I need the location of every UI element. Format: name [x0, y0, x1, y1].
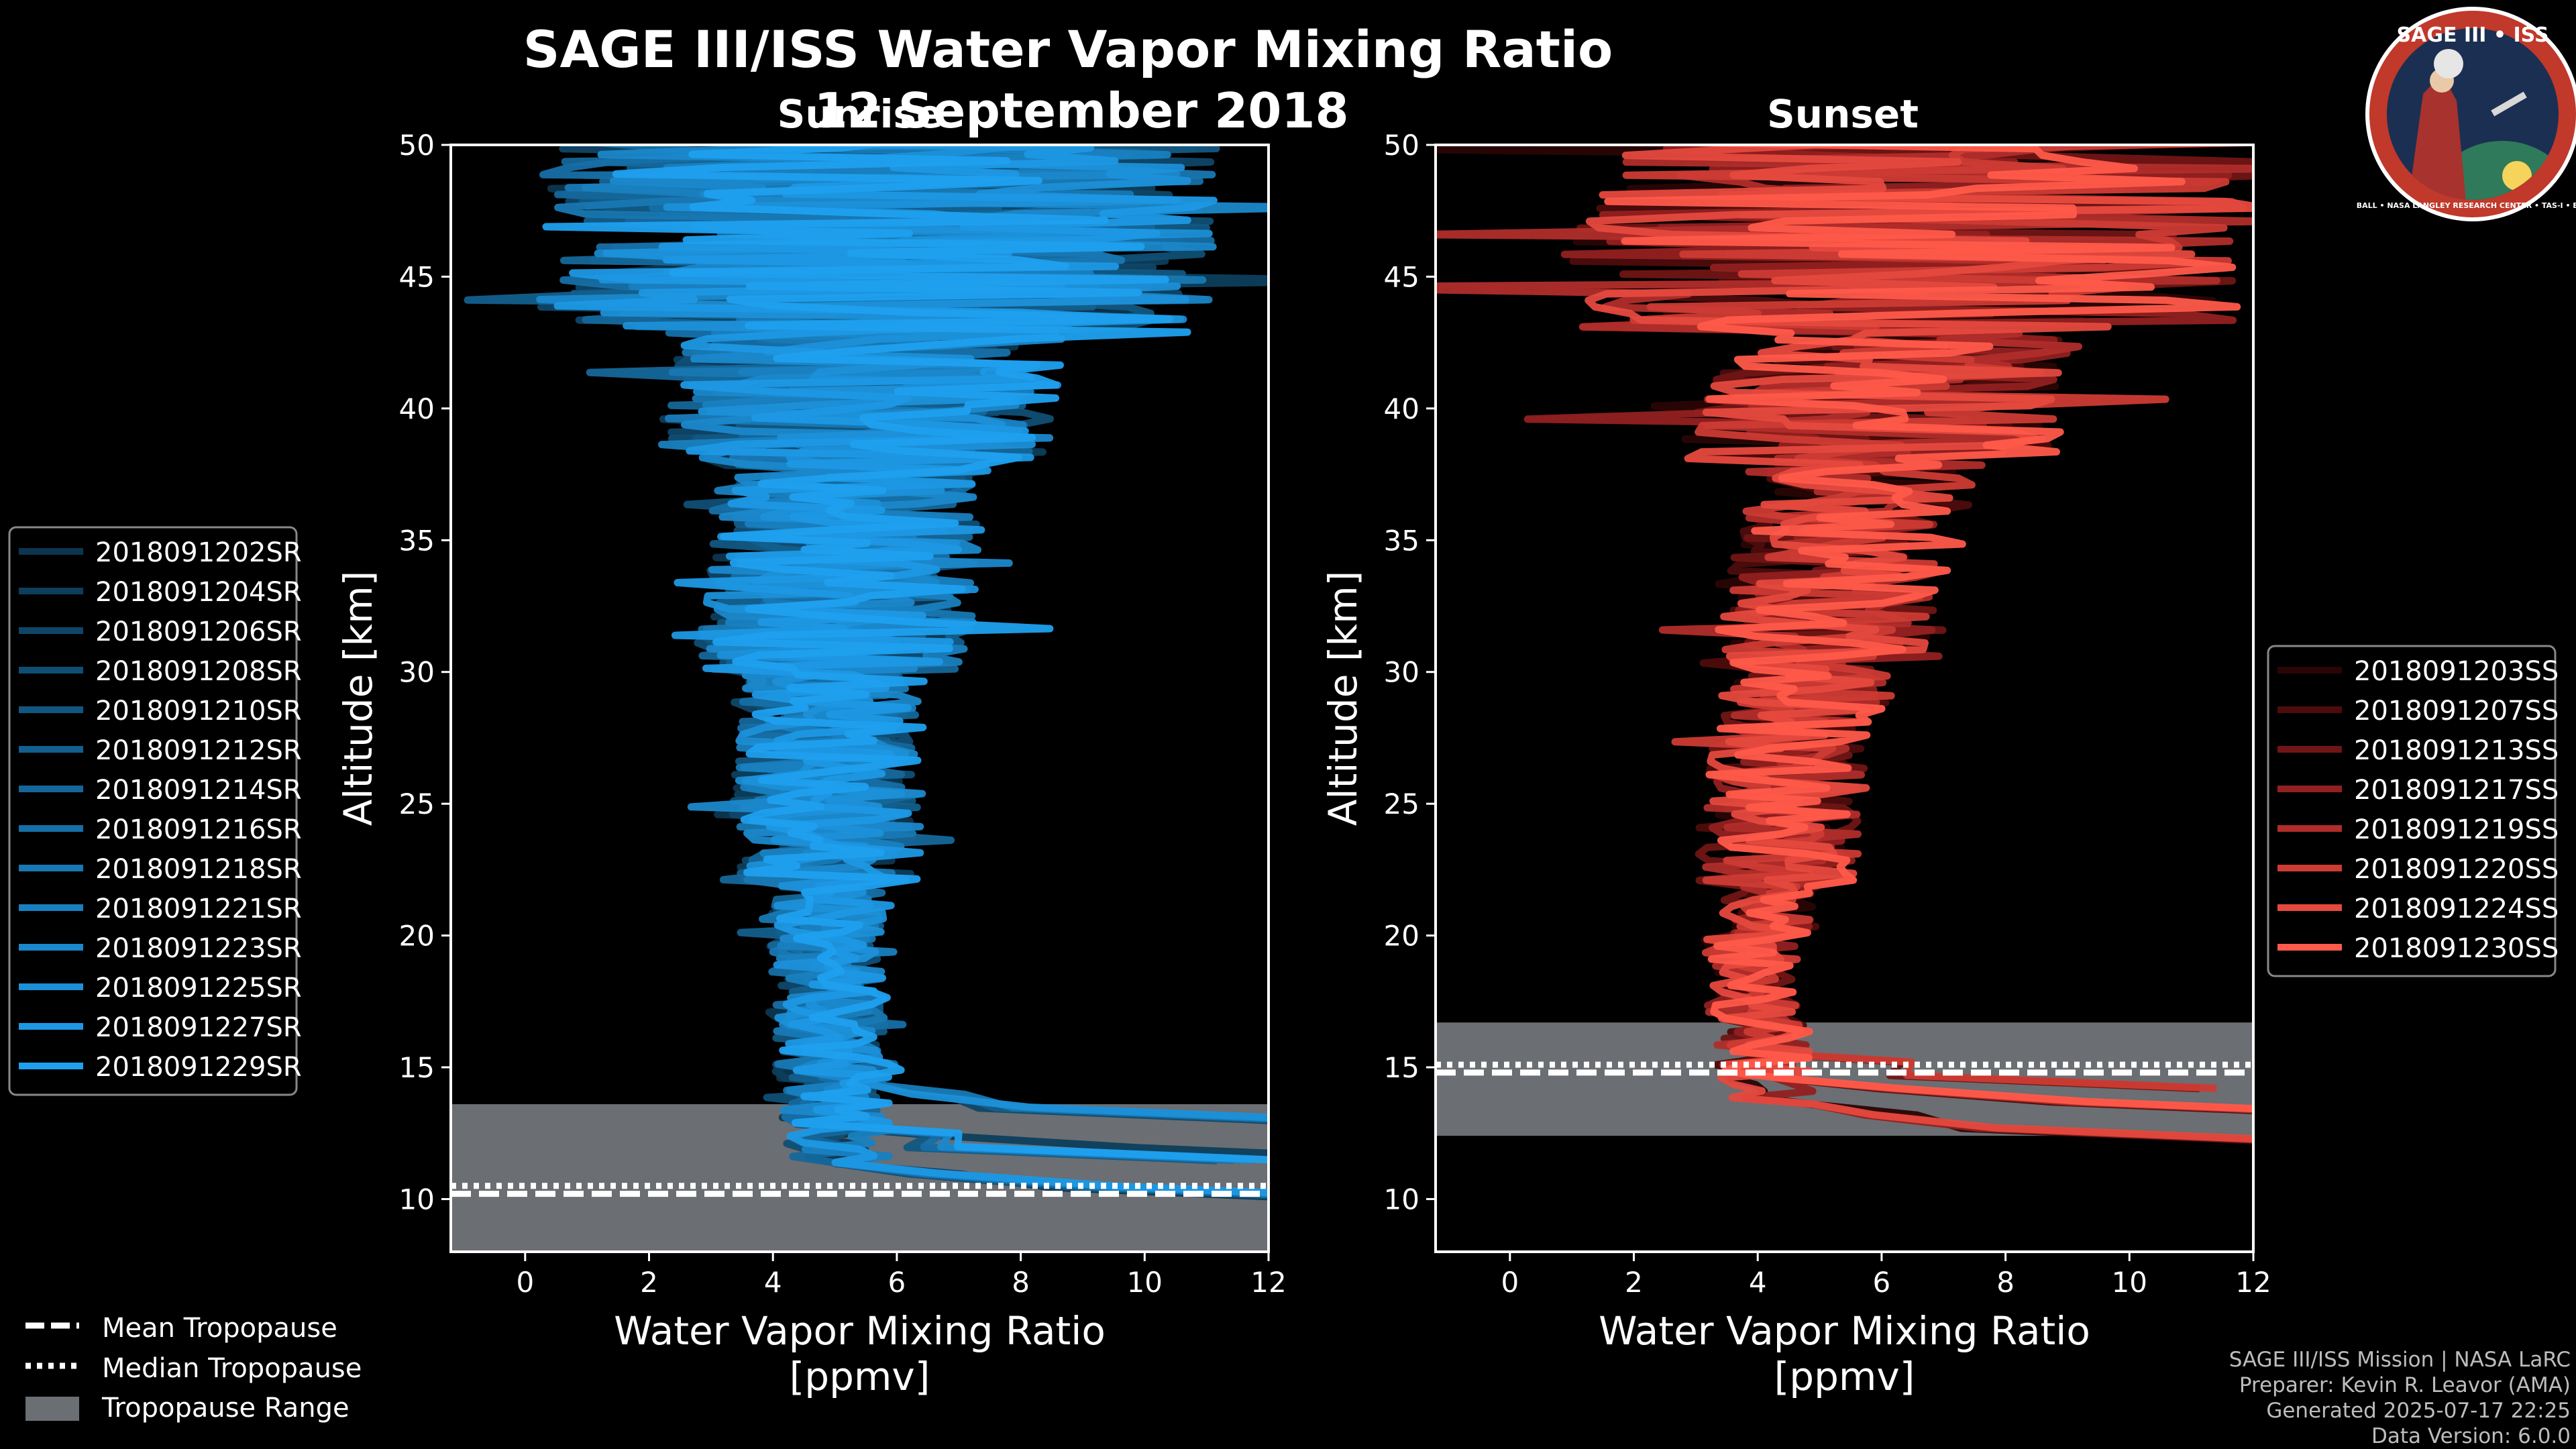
x-tick-label: 4	[1749, 1266, 1767, 1299]
legend-label-2018091218SR: 2018091218SR	[95, 854, 302, 885]
footer-line-3: Generated 2025-07-17 22:25	[2266, 1399, 2571, 1423]
legend-label-2018091230SS: 2018091230SS	[2354, 933, 2559, 964]
sunrise-legend: 2018091202SR 2018091204SR 2018091206SR 2018…	[8, 526, 302, 1096]
y-axis-label: Altitude [km]	[335, 571, 381, 826]
profile-line-2018091229SR	[542, 145, 1268, 1164]
x-tick-label: 0	[516, 1266, 534, 1299]
legend-label-2018091216SR: 2018091216SR	[95, 814, 302, 845]
logo-moon-icon	[2434, 49, 2463, 78]
median-tropopause-label: Median Tropopause	[102, 1353, 362, 1384]
footer-credits: SAGE III/ISS Mission | NASA LaRC Prepare…	[2229, 1348, 2571, 1448]
legend-label-2018091208SR: 2018091208SR	[95, 656, 302, 687]
logo-text-top: SAGE III • ISS	[2397, 23, 2549, 47]
x-axis-unit: [ppmv]	[1774, 1354, 1915, 1399]
y-tick-label: 45	[1384, 260, 1419, 293]
profile-lines	[1436, 145, 2253, 1144]
legend-label-2018091219SS: 2018091219SS	[2354, 814, 2559, 845]
legend-label-2018091212SR: 2018091212SR	[95, 735, 302, 766]
y-tick-label: 15	[1384, 1051, 1419, 1084]
sunset-panel: 0 2 4 6 8 10 12 10 15 20 25 30 35 40 45 50 Water Vapor M…	[1320, 129, 2271, 1399]
legend-box	[8, 526, 298, 1096]
legend-label-2018091207SS: 2018091207SS	[2354, 696, 2559, 727]
y-axis-label: Altitude [km]	[1320, 571, 1366, 826]
y-tick-label: 40	[399, 392, 435, 425]
y-tick-label: 35	[1384, 524, 1419, 557]
footer-line-1: SAGE III/ISS Mission | NASA LaRC	[2229, 1348, 2571, 1372]
x-tick-label: 10	[1127, 1266, 1163, 1299]
legend-label-2018091227SR: 2018091227SR	[95, 1012, 302, 1043]
x-tick-label: 0	[1501, 1266, 1519, 1299]
sage-iii-iss-logo: SAGE III • ISS BALL • NASA LANGLEY RESEA…	[2357, 7, 2576, 221]
tropopause-range-band	[1436, 1022, 2253, 1136]
x-tick-label: 2	[640, 1266, 658, 1299]
sunrise-label: Sunrise	[777, 91, 943, 137]
x-tick-label: 8	[1996, 1266, 2015, 1299]
y-tick-label: 10	[399, 1183, 435, 1216]
y-tick-label: 35	[399, 524, 435, 557]
legend-label-2018091210SR: 2018091210SR	[95, 696, 302, 727]
legend-label-2018091224SS: 2018091224SS	[2354, 894, 2559, 924]
y-tick-label: 15	[399, 1051, 435, 1084]
footer-line-2: Preparer: Kevin R. Leavor (AMA)	[2239, 1373, 2571, 1397]
y-tick-label: 45	[399, 260, 435, 293]
x-tick-label: 12	[2235, 1266, 2271, 1299]
legend-label-2018091221SR: 2018091221SR	[95, 894, 302, 924]
logo-station-icon	[2491, 91, 2527, 117]
x-tick-label: 4	[764, 1266, 782, 1299]
x-tick-label: 8	[1012, 1266, 1030, 1299]
tropopause-range-swatch	[25, 1397, 79, 1421]
y-tick-label: 20	[399, 920, 435, 953]
y-tick-label: 30	[399, 656, 435, 689]
x-tick-label: 2	[1625, 1266, 1643, 1299]
x-axis-label: Water Vapor Mixing Ratio	[1599, 1308, 2090, 1354]
y-tick-label: 30	[1384, 656, 1419, 689]
y-tick-label: 50	[399, 129, 435, 162]
legend-label-2018091225SR: 2018091225SR	[95, 973, 302, 1004]
profile-lines	[464, 145, 1269, 1201]
y-tick-label: 50	[1384, 129, 1419, 162]
y-tick-label: 25	[1384, 788, 1419, 820]
logo-text-bottom: BALL • NASA LANGLEY RESEARCH CENTER • TA…	[2357, 201, 2576, 210]
x-tick-label: 12	[1250, 1266, 1286, 1299]
footer-line-4: Data Version: 6.0.0	[2371, 1424, 2571, 1448]
x-axis-label: Water Vapor Mixing Ratio	[614, 1308, 1106, 1354]
sunset-label: Sunset	[1767, 91, 1919, 137]
y-tick-label: 40	[1384, 392, 1419, 425]
tropopause-range-label: Tropopause Range	[101, 1393, 350, 1424]
mean-tropopause-label: Mean Tropopause	[102, 1313, 337, 1344]
y-tick-label: 10	[1384, 1183, 1419, 1216]
sunrise-panel: 0 2 4 6 8 10 12 10 15 20 25 30 35 40 45 50 Water Vapor M…	[335, 129, 1287, 1399]
legend-label-2018091203SS: 2018091203SS	[2354, 656, 2559, 687]
legend-label-2018091204SR: 2018091204SR	[95, 577, 302, 608]
legend-box	[2267, 645, 2557, 977]
legend-label-2018091229SR: 2018091229SR	[95, 1052, 302, 1083]
y-tick-label: 20	[1384, 920, 1419, 953]
axes-frame	[1434, 144, 2255, 1253]
figure-date: 12 September 2018	[814, 83, 1348, 139]
legend-label-2018091213SS: 2018091213SS	[2354, 735, 2559, 766]
legend-label-2018091214SR: 2018091214SR	[95, 775, 302, 806]
profile-line-2018091230SS	[1604, 145, 2253, 1113]
legend-label-2018091206SR: 2018091206SR	[95, 616, 302, 647]
logo-wizard-icon	[2408, 74, 2466, 200]
axes-frame	[449, 144, 1270, 1253]
profile-line-2018091224SS	[1585, 145, 2253, 1143]
x-tick-label: 6	[1873, 1266, 1891, 1299]
figure-title: SAGE III/ISS Water Vapor Mixing Ratio	[523, 19, 1613, 79]
x-tick-label: 10	[2112, 1266, 2147, 1299]
x-tick-label: 6	[888, 1266, 906, 1299]
sunset-legend: 2018091203SS 2018091207SS 2018091213SS 2018…	[2267, 645, 2559, 977]
legend-label-2018091202SR: 2018091202SR	[95, 537, 302, 568]
x-axis-unit: [ppmv]	[790, 1354, 930, 1399]
legend-label-2018091220SS: 2018091220SS	[2354, 854, 2559, 885]
tropopause-legend: Mean Tropopause Median Tropopause Tropop…	[25, 1313, 362, 1424]
y-tick-label: 25	[399, 788, 435, 820]
legend-label-2018091223SR: 2018091223SR	[95, 933, 302, 964]
legend-label-2018091217SS: 2018091217SS	[2354, 775, 2559, 806]
